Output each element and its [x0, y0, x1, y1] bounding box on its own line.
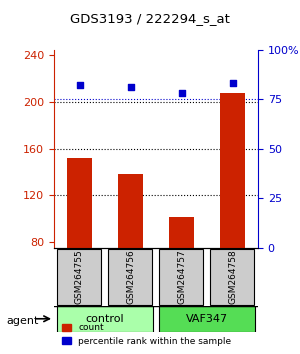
- Point: [77, 82, 82, 88]
- Bar: [67, 158, 92, 335]
- Bar: [169, 217, 194, 335]
- Text: GDS3193 / 222294_s_at: GDS3193 / 222294_s_at: [70, 12, 230, 25]
- Bar: [118, 174, 143, 335]
- Text: control: control: [86, 314, 124, 324]
- FancyBboxPatch shape: [159, 249, 203, 305]
- Point: [179, 90, 184, 96]
- Point: [230, 80, 235, 86]
- Text: GSM264756: GSM264756: [126, 250, 135, 304]
- FancyBboxPatch shape: [108, 249, 152, 305]
- FancyBboxPatch shape: [56, 306, 154, 332]
- Text: agent: agent: [6, 316, 38, 326]
- Text: GSM264757: GSM264757: [177, 250, 186, 304]
- FancyBboxPatch shape: [210, 249, 254, 305]
- Text: GSM264755: GSM264755: [75, 250, 84, 304]
- Text: GSM264758: GSM264758: [228, 250, 237, 304]
- FancyBboxPatch shape: [56, 249, 101, 305]
- Legend: count, percentile rank within the sample: count, percentile rank within the sample: [58, 320, 235, 349]
- Point: [128, 84, 133, 90]
- Bar: [220, 93, 245, 335]
- Text: VAF347: VAF347: [186, 314, 228, 324]
- FancyBboxPatch shape: [159, 306, 256, 332]
